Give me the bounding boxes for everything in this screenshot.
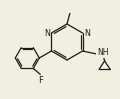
Text: N: N xyxy=(44,29,50,38)
Text: F: F xyxy=(38,76,43,85)
Text: NH: NH xyxy=(97,48,109,57)
Text: N: N xyxy=(84,29,90,38)
